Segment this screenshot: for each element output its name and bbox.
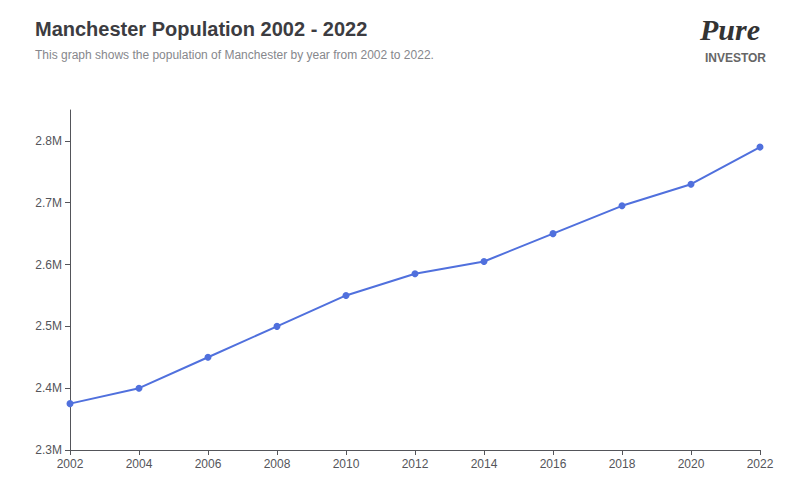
svg-text:2022: 2022 xyxy=(747,457,774,471)
svg-text:2.6M: 2.6M xyxy=(35,258,62,272)
svg-text:This graph shows the populatio: This graph shows the population of Manch… xyxy=(35,48,434,62)
svg-text:2002: 2002 xyxy=(57,457,84,471)
svg-text:2006: 2006 xyxy=(195,457,222,471)
svg-text:2.5M: 2.5M xyxy=(35,319,62,333)
svg-text:2.4M: 2.4M xyxy=(35,381,62,395)
svg-text:2010: 2010 xyxy=(333,457,360,471)
svg-text:2020: 2020 xyxy=(678,457,705,471)
svg-text:2.8M: 2.8M xyxy=(35,134,62,148)
svg-text:Manchester Population 2002 - 2: Manchester Population 2002 - 2022 xyxy=(35,18,367,40)
svg-text:2004: 2004 xyxy=(126,457,153,471)
svg-text:2014: 2014 xyxy=(471,457,498,471)
svg-text:2016: 2016 xyxy=(540,457,567,471)
svg-text:INVESTOR: INVESTOR xyxy=(705,51,766,65)
svg-text:2.7M: 2.7M xyxy=(35,196,62,210)
svg-text:2.3M: 2.3M xyxy=(35,443,62,457)
svg-text:2012: 2012 xyxy=(402,457,429,471)
svg-text:Pure: Pure xyxy=(699,13,760,46)
svg-text:2018: 2018 xyxy=(609,457,636,471)
svg-text:2008: 2008 xyxy=(264,457,291,471)
